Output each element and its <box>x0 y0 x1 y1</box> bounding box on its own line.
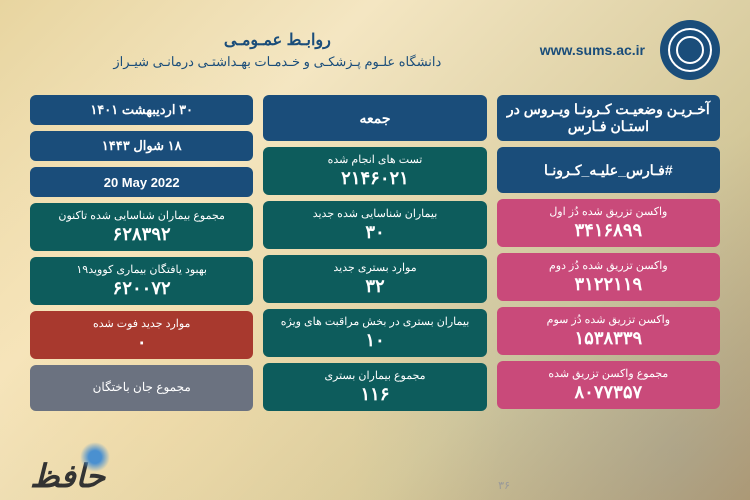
new-deaths-box: موارد جدید فوت شده ۰ <box>30 311 253 359</box>
page-number: ۳۶ <box>498 479 510 492</box>
date-gregorian-box: 20 May 2022 <box>30 167 253 197</box>
total-hospital-label: مجموع بیماران بستری <box>273 369 476 382</box>
date-hijri: ۱۸ شوال ۱۴۴۳ <box>34 138 249 154</box>
dose2-box: واکسن تزریق شده دُز دوم ۳۱۲۲۱۱۹ <box>497 253 720 301</box>
date-gregorian: 20 May 2022 <box>34 175 249 190</box>
date-persian: ۳۰ اردیبهشت ۱۴۰۱ <box>34 102 249 118</box>
total-deaths-box: مجموع جان باختگان <box>30 365 253 411</box>
dose3-value: ۱۵۳۸۳۳۹ <box>507 328 710 349</box>
icu-box: بیماران بستری در بخش مراقبت های ویژه ۱۰ <box>263 309 486 357</box>
column-left: ۳۰ اردیبهشت ۱۴۰۱ ۱۸ شوال ۱۴۴۳ 20 May 202… <box>30 95 253 411</box>
recovered-box: بهبود یافتگان بیماری کووید۱۹ ۶۲۰۰۷۲ <box>30 257 253 305</box>
total-vaccine-label: مجموع واکسن تزریق شده <box>507 367 710 380</box>
total-vaccine-value: ۸۰۷۷۳۵۷ <box>507 382 710 403</box>
new-cases-value: ۳۰ <box>273 222 476 243</box>
dose1-value: ۳۴۱۶۸۹۹ <box>507 220 710 241</box>
column-middle: جمعه تست های انجام شده ۲۱۴۶۰۲۱ بیماران شن… <box>263 95 486 411</box>
new-cases-label: بیماران شناسایی شده جدید <box>273 207 476 220</box>
new-hospital-box: موارد بستری جدید ۳۲ <box>263 255 486 303</box>
total-hospital-value: ۱۱۶ <box>273 384 476 405</box>
column-right: آخـریـن وضعیـت کـرونـا ویـروس در استـان … <box>497 95 720 411</box>
tests-value: ۲۱۴۶۰۲۱ <box>273 168 476 189</box>
new-hospital-label: موارد بستری جدید <box>273 261 476 274</box>
tests-box: تست های انجام شده ۲۱۴۶۰۲۱ <box>263 147 486 195</box>
recovered-label: بهبود یافتگان بیماری کووید۱۹ <box>40 263 243 276</box>
total-cases-value: ۶۲۸۳۹۲ <box>40 224 243 245</box>
website-url: www.sums.ac.ir <box>540 42 645 58</box>
total-hospital-box: مجموع بیماران بستری ۱۱۶ <box>263 363 486 411</box>
icu-value: ۱۰ <box>273 330 476 351</box>
new-deaths-value: ۰ <box>40 332 243 353</box>
status-title-box: آخـریـن وضعیـت کـرونـا ویـروس در استـان … <box>497 95 720 141</box>
date-persian-box: ۳۰ اردیبهشت ۱۴۰۱ <box>30 95 253 125</box>
dose3-label: واکسن تزریق شده دُز سوم <box>507 313 710 326</box>
status-title: آخـریـن وضعیـت کـرونـا ویـروس در استـان … <box>507 101 710 135</box>
header-title: روابـط عمـومـی <box>30 30 525 50</box>
new-cases-box: بیماران شناسایی شده جدید ۳۰ <box>263 201 486 249</box>
header-subtitle: دانشگاه علـوم پـزشکـی و خـدمـات بهـداشتـ… <box>30 54 525 70</box>
icu-label: بیماران بستری در بخش مراقبت های ویژه <box>273 315 476 328</box>
total-cases-box: مجموع بیماران شناسایی شده تاکنون ۶۲۸۳۹۲ <box>30 203 253 251</box>
tests-label: تست های انجام شده <box>273 153 476 166</box>
hashtag: #فـارس_علیـه_کـرونـا <box>507 162 710 179</box>
header: www.sums.ac.ir روابـط عمـومـی دانشگاه عل… <box>30 20 720 80</box>
recovered-value: ۶۲۰۰۷۲ <box>40 278 243 299</box>
new-hospital-value: ۳۲ <box>273 276 476 297</box>
hashtag-box: #فـارس_علیـه_کـرونـا <box>497 147 720 193</box>
hafez-logo: حافظ <box>30 457 105 495</box>
dose1-label: واکسن تزریق شده دُز اول <box>507 205 710 218</box>
total-deaths-label: مجموع جان باختگان <box>40 380 243 394</box>
day-box: جمعه <box>263 95 486 141</box>
dose1-box: واکسن تزریق شده دُز اول ۳۴۱۶۸۹۹ <box>497 199 720 247</box>
dose3-box: واکسن تزریق شده دُز سوم ۱۵۳۸۳۳۹ <box>497 307 720 355</box>
dose2-value: ۳۱۲۲۱۱۹ <box>507 274 710 295</box>
day-name: جمعه <box>273 110 476 127</box>
total-cases-label: مجموع بیماران شناسایی شده تاکنون <box>40 209 243 222</box>
new-deaths-label: موارد جدید فوت شده <box>40 317 243 330</box>
date-hijri-box: ۱۸ شوال ۱۴۴۳ <box>30 131 253 161</box>
dose2-label: واکسن تزریق شده دُز دوم <box>507 259 710 272</box>
stats-grid: آخـریـن وضعیـت کـرونـا ویـروس در استـان … <box>30 95 720 411</box>
total-vaccine-box: مجموع واکسن تزریق شده ۸۰۷۷۳۵۷ <box>497 361 720 409</box>
university-logo <box>660 20 720 80</box>
